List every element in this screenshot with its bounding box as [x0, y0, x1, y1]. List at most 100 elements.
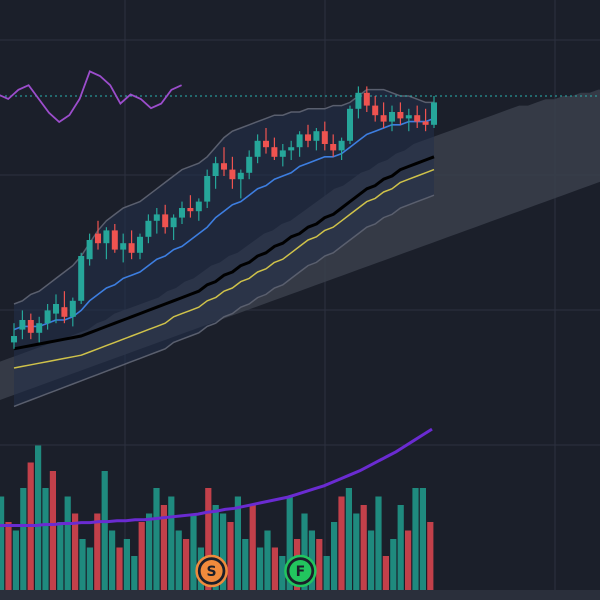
candle[interactable]: [145, 214, 152, 244]
marker-s[interactable]: S: [195, 554, 228, 588]
candle[interactable]: [69, 297, 76, 327]
candles[interactable]: [11, 86, 437, 349]
volume-bar: [353, 513, 360, 590]
volume-bar: [331, 522, 338, 590]
candle[interactable]: [263, 128, 269, 154]
volume-bar: [316, 539, 323, 590]
volume-bar: [190, 513, 197, 590]
marker-dot: [200, 560, 223, 582]
candle[interactable]: [137, 233, 143, 260]
candle[interactable]: [111, 224, 118, 253]
candle-body: [221, 163, 227, 170]
candle[interactable]: [204, 169, 211, 208]
candle[interactable]: [221, 147, 227, 176]
candle[interactable]: [11, 323, 17, 349]
volume-bar: [123, 539, 130, 590]
envelope-top-line: [13, 88, 434, 305]
candle[interactable]: [212, 156, 219, 189]
candle[interactable]: [61, 291, 68, 324]
candle[interactable]: [153, 208, 160, 234]
candle[interactable]: [254, 134, 261, 164]
candle[interactable]: [288, 140, 295, 160]
candle[interactable]: [179, 201, 185, 224]
candle[interactable]: [372, 96, 379, 122]
candle[interactable]: [195, 198, 202, 221]
volume-bar: [368, 530, 375, 590]
ema-fast-line: [13, 117, 435, 331]
candle[interactable]: [422, 108, 429, 132]
candle[interactable]: [296, 131, 303, 157]
candle[interactable]: [380, 102, 387, 128]
candle[interactable]: [237, 169, 244, 199]
candle[interactable]: [44, 304, 51, 330]
volume-bar: [264, 530, 271, 590]
candle[interactable]: [78, 252, 85, 304]
candle[interactable]: [128, 230, 135, 260]
candle-body: [170, 217, 177, 228]
volume-bar: [57, 522, 64, 590]
candle[interactable]: [347, 105, 353, 144]
candle[interactable]: [229, 156, 236, 189]
candle[interactable]: [53, 294, 59, 324]
candle[interactable]: [363, 86, 370, 112]
volume-bar: [382, 556, 389, 590]
candle[interactable]: [355, 86, 362, 119]
candle-body: [153, 214, 160, 221]
candle[interactable]: [397, 102, 404, 125]
candle[interactable]: [162, 204, 169, 234]
candle[interactable]: [86, 233, 93, 266]
candle-body: [397, 112, 404, 119]
candle[interactable]: [321, 121, 328, 151]
candle[interactable]: [330, 134, 337, 157]
candle[interactable]: [279, 144, 286, 167]
candle-body: [195, 201, 202, 212]
candle[interactable]: [338, 137, 345, 160]
candle[interactable]: [170, 214, 177, 240]
candle[interactable]: [431, 96, 437, 128]
candle[interactable]: [389, 105, 395, 132]
candle[interactable]: [120, 233, 127, 263]
volume-bar: [79, 539, 86, 590]
candle-body: [254, 140, 261, 157]
candle-body: [321, 131, 328, 144]
candle-body: [372, 105, 379, 116]
volume-bar: [160, 505, 167, 590]
volume-bar: [286, 496, 293, 590]
bottom-strip: [0, 590, 600, 600]
marker-label: S: [207, 564, 217, 580]
volume-bar: [390, 539, 397, 590]
volume-bar: [101, 471, 108, 590]
candle[interactable]: [414, 105, 421, 128]
marker-dot: [289, 560, 312, 582]
volume-bar: [94, 513, 101, 590]
candle[interactable]: [405, 108, 412, 132]
candle-body: [271, 147, 278, 157]
candle-body: [330, 144, 337, 151]
candle[interactable]: [95, 220, 101, 250]
candle-body: [162, 214, 169, 228]
candle[interactable]: [36, 316, 43, 343]
candle[interactable]: [313, 128, 320, 151]
candle[interactable]: [187, 195, 194, 218]
volume-bar: [20, 488, 27, 590]
volume-bar: [12, 530, 19, 590]
candle-body: [389, 112, 395, 122]
volume-bar: [42, 488, 49, 590]
candle-body: [95, 233, 101, 244]
volume-bar: [212, 505, 219, 590]
candle-body: [431, 102, 437, 125]
volume-bar: [227, 522, 234, 590]
candle[interactable]: [246, 150, 253, 180]
candle[interactable]: [103, 227, 110, 260]
candle[interactable]: [305, 124, 311, 148]
marker-f[interactable]: F: [284, 554, 317, 588]
candle[interactable]: [27, 313, 34, 340]
candle[interactable]: [19, 310, 26, 340]
volume-bar: [405, 530, 412, 590]
volume-bar: [109, 530, 116, 590]
volume-bar: [419, 488, 426, 590]
candle[interactable]: [271, 137, 278, 160]
